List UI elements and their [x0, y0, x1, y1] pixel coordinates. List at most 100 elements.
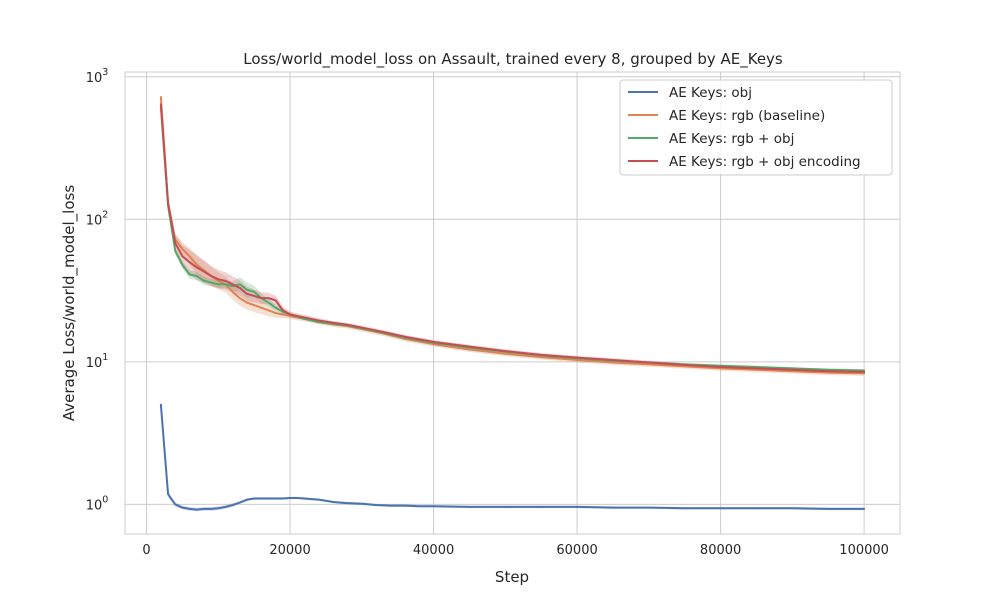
data-point — [827, 370, 830, 372]
y-tick-label: 102 — [86, 209, 109, 228]
data-point — [188, 255, 191, 258]
plot-frame — [124, 71, 901, 535]
data-point — [332, 501, 334, 503]
data-point — [260, 497, 263, 500]
data-point — [863, 372, 865, 375]
data-point — [432, 341, 435, 343]
data-point — [863, 371, 865, 373]
data-point — [239, 287, 241, 289]
data-point — [195, 266, 198, 269]
data-point — [404, 504, 406, 507]
data-point — [160, 96, 162, 98]
data-point — [540, 356, 543, 358]
data-point — [504, 352, 507, 355]
y-tick-label: 103 — [86, 67, 109, 86]
data-point — [174, 503, 177, 506]
legend-label-3: AE Keys: rgb + obj — [669, 131, 794, 147]
data-point — [791, 370, 794, 372]
x-tick-label: 40000 — [413, 543, 454, 558]
data-point — [160, 403, 162, 406]
data-point — [253, 291, 255, 293]
x-axis-ticks: 0 20000 40000 60000 80000 100000 — [142, 543, 889, 558]
data-point — [217, 283, 220, 286]
data-point — [540, 506, 543, 508]
data-point — [174, 242, 177, 244]
data-point — [210, 275, 212, 277]
data-point — [339, 501, 342, 504]
data-point — [755, 367, 758, 370]
data-point — [282, 309, 284, 312]
legend-box — [619, 79, 893, 176]
y-tick-label: 100 — [86, 494, 109, 513]
legend-label-1: AE Keys: obj — [669, 85, 752, 101]
data-point — [346, 502, 349, 504]
x-tick-label: 100000 — [839, 543, 889, 558]
data-point — [317, 498, 320, 501]
data-point — [274, 306, 277, 309]
data-point — [217, 278, 220, 281]
data-point — [267, 497, 270, 500]
data-point — [260, 306, 263, 309]
data-point — [719, 366, 722, 368]
data-point — [267, 297, 270, 299]
data-point — [683, 507, 686, 510]
data-point — [289, 313, 291, 316]
data-point — [791, 507, 794, 510]
data-point — [181, 506, 184, 509]
data-point — [576, 359, 578, 361]
data-point — [203, 508, 205, 510]
data-point — [404, 335, 406, 338]
legend: AE Keys: obj AE Keys: rgb (baseline) AE Ke… — [619, 79, 893, 176]
data-point — [260, 297, 263, 299]
data-point — [468, 345, 471, 348]
y-axis-ticks: 100 101 102 103 — [86, 67, 109, 514]
data-point — [160, 103, 162, 106]
data-point — [231, 504, 234, 506]
data-point — [389, 504, 392, 507]
data-point — [224, 506, 227, 508]
data-point — [612, 359, 614, 361]
data-point — [203, 270, 205, 273]
data-point — [217, 280, 220, 282]
data-point — [418, 505, 421, 508]
data-point — [576, 506, 578, 508]
data-point — [827, 508, 830, 510]
data-point — [274, 312, 277, 314]
data-point — [317, 319, 320, 322]
data-point — [576, 356, 578, 359]
data-point — [231, 291, 234, 293]
data-point — [224, 280, 227, 282]
series-lines — [159, 96, 866, 511]
data-point — [540, 354, 543, 356]
data-point — [504, 506, 507, 508]
data-point — [188, 261, 191, 264]
y-tick-label: 101 — [86, 352, 109, 371]
data-point — [203, 280, 205, 282]
data-point — [246, 498, 248, 501]
data-point — [432, 505, 435, 508]
data-point — [239, 501, 241, 504]
data-point — [181, 248, 184, 250]
data-point — [303, 497, 306, 500]
data-point — [325, 499, 327, 502]
data-point — [267, 309, 270, 312]
chart-title: Loss/world_model_loss on Assault, traine… — [243, 50, 783, 69]
data-point — [253, 497, 255, 500]
data-point — [210, 281, 212, 284]
data-point — [239, 297, 241, 299]
data-point — [239, 283, 241, 286]
data-point — [217, 507, 220, 510]
data-point — [167, 493, 169, 495]
data-point — [188, 273, 191, 276]
data-point — [289, 497, 291, 499]
data-point — [375, 504, 377, 506]
data-point — [361, 326, 363, 329]
data-point — [167, 202, 169, 204]
x-tick-label: 0 — [142, 543, 150, 558]
data-point — [181, 263, 184, 266]
data-point — [174, 250, 177, 252]
data-point — [791, 368, 794, 371]
data-point — [195, 508, 198, 511]
x-tick-label: 80000 — [700, 543, 741, 558]
data-point — [827, 371, 830, 374]
